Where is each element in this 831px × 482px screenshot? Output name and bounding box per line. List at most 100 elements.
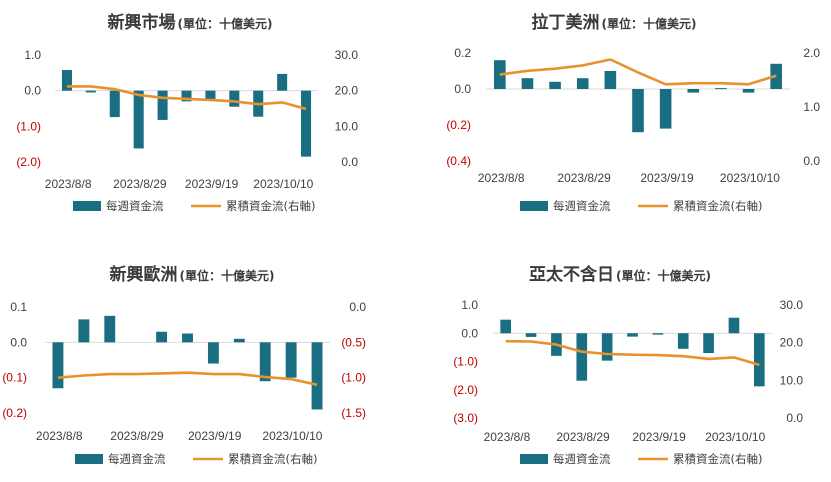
bar-weekly-flow [604, 71, 617, 89]
right-axis-tick: 10.0 [335, 119, 359, 133]
bar-weekly-flow [259, 342, 271, 382]
bar-weekly-flow [205, 90, 216, 100]
bar-weekly-flow [753, 333, 765, 387]
chart-title-unit: (單位：十億美元) [180, 268, 275, 283]
bar-weekly-flow [301, 90, 312, 157]
bar-weekly-flow [311, 342, 323, 410]
bar-weekly-flow [521, 78, 534, 89]
legend-bar-label: 每週資金流 [553, 199, 611, 213]
chart-title-unit: (單位：十億美元) [602, 16, 697, 31]
left-axis-tick: (0.1) [2, 371, 27, 385]
left-axis-tick: 0.0 [10, 335, 27, 349]
chart-title-main: 新興市場 [108, 12, 176, 33]
line-cumulative-flow [57, 371, 318, 386]
x-axis-tick: 2023/10/10 [253, 177, 313, 191]
x-axis-tick: 2023/8/8 [484, 430, 531, 444]
left-axis-tick: (3.0) [453, 411, 478, 425]
line-cumulative-flow [505, 339, 760, 367]
bar-weekly-flow [207, 342, 219, 364]
x-axis-tick: 2023/8/29 [110, 429, 164, 443]
x-axis-tick: 2023/8/8 [45, 177, 92, 191]
bar-weekly-flow [703, 333, 714, 354]
left-axis-tick: (1.0) [453, 355, 478, 369]
right-axis-tick: 30.0 [780, 298, 804, 312]
left-axis-tick: 1.0 [461, 298, 478, 312]
x-axis-tick: 2023/10/10 [720, 171, 780, 185]
right-axis-tick: 30.0 [335, 48, 359, 62]
left-axis-tick: (0.2) [446, 118, 471, 132]
bar-weekly-flow [277, 73, 288, 91]
legend-bar-label: 每週資金流 [553, 452, 611, 466]
left-axis-tick: 0.0 [454, 82, 471, 96]
left-axis-tick: (0.4) [446, 154, 471, 168]
bar-weekly-flow [52, 342, 64, 389]
left-axis-tick: 0.0 [24, 84, 41, 98]
line-cumulative-flow [67, 85, 307, 111]
bar-weekly-flow [61, 69, 72, 91]
chart-title-main: 拉丁美洲 [532, 12, 600, 33]
bar-weekly-flow [687, 89, 700, 93]
legend-line-label: 累積資金流(右軸) [673, 199, 762, 213]
bar-weekly-flow [677, 333, 689, 349]
right-axis-tick: 0.0 [341, 155, 358, 169]
bar-weekly-flow [233, 338, 245, 343]
bar-weekly-flow [715, 88, 727, 90]
chart-legend: 每週資金流 累積資金流(右軸) [73, 199, 315, 213]
right-axis-tick: 2.0 [803, 46, 820, 60]
left-axis-tick: (2.0) [453, 383, 478, 397]
bar-weekly-flow [157, 90, 168, 120]
bar-weekly-flow [182, 333, 193, 343]
left-axis-tick: (1.0) [16, 119, 41, 133]
bar-weekly-flow [156, 331, 168, 343]
left-axis-tick: (2.0) [16, 155, 41, 169]
bar-weekly-flow [659, 89, 672, 129]
chart-panel-2: 拉丁美洲 (單位：十億美元) 0.2 0.0 (0.2) (0.4) 2.0 1.0 0.0 20… [446, 12, 820, 213]
bar-weekly-flow [104, 315, 116, 343]
right-axis-tick: (1.0) [341, 371, 366, 385]
legend-line-label: 累積資金流(右軸) [226, 199, 315, 213]
bar-weekly-flow [601, 333, 613, 361]
bar-weekly-flow [652, 333, 664, 335]
right-axis-tick: 1.0 [803, 100, 820, 114]
bar-weekly-flow [728, 317, 740, 334]
bar-weekly-flow [133, 90, 144, 149]
x-axis-tick: 2023/8/29 [113, 177, 167, 191]
chart-panel-1: 新興市場 (單位：十億美元) 1.0 0.0 (1.0) (2.0) 30.0 20.0 10.… [16, 12, 358, 213]
right-axis-tick: (0.5) [341, 335, 366, 349]
line-cumulative-flow [499, 58, 777, 86]
right-axis-tick: 0.0 [786, 411, 803, 425]
chart-title-main: 亞太不含日 [529, 264, 614, 285]
bar-weekly-flow [500, 319, 512, 334]
x-axis-tick: 2023/9/19 [188, 429, 242, 443]
chart-title: 新興歐洲 (單位：十億美元) [110, 264, 275, 285]
x-axis-tick: 2023/8/8 [36, 429, 83, 443]
x-axis-tick: 2023/8/8 [478, 171, 525, 185]
legend-line-label: 累積資金流(右軸) [228, 452, 317, 466]
bar-weekly-flow [109, 90, 120, 118]
bar-weekly-flow [549, 81, 561, 89]
x-axis-tick: 2023/9/19 [632, 430, 686, 444]
chart-legend: 每週資金流 累積資金流(右軸) [75, 452, 317, 466]
left-axis-tick: 0.1 [10, 300, 27, 314]
chart-panel-3: 新興歐洲 (單位：十億美元) 0.1 0.0 (0.1) (0.2) 0.0 (0.5) (1.… [2, 264, 366, 466]
bar-weekly-flow [229, 90, 240, 107]
x-axis-tick: 2023/10/10 [705, 430, 765, 444]
chart-title: 新興市場 (單位：十億美元) [108, 12, 273, 33]
chart-legend: 每週資金流 累積資金流(右軸) [520, 199, 762, 213]
right-axis-tick: 20.0 [335, 84, 359, 98]
bar-weekly-flow [742, 89, 755, 93]
legend-bar-swatch [75, 454, 103, 464]
bar-weekly-flow [78, 319, 90, 343]
legend-bar-swatch [520, 454, 548, 464]
left-axis-tick: 1.0 [24, 48, 41, 62]
x-axis-tick: 2023/10/10 [262, 429, 322, 443]
bar-weekly-flow [576, 78, 589, 89]
right-axis-tick: 0.0 [803, 154, 820, 168]
bar-weekly-flow [576, 333, 588, 381]
legend-bar-swatch [520, 201, 548, 211]
chart-title-unit: (單位：十億美元) [178, 16, 273, 31]
bar-weekly-flow [632, 89, 644, 133]
legend-bar-label: 每週資金流 [106, 199, 164, 213]
